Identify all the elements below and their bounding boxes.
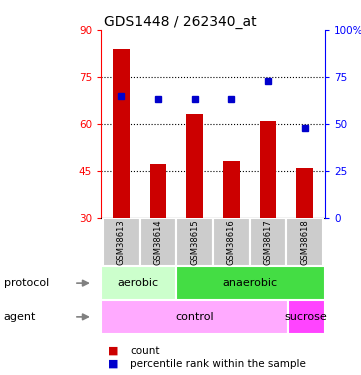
Text: GSM38613: GSM38613 <box>117 219 126 265</box>
Text: ■: ■ <box>108 359 119 369</box>
Text: GDS1448 / 262340_at: GDS1448 / 262340_at <box>104 15 257 29</box>
Bar <box>250 217 286 266</box>
Text: ■: ■ <box>108 346 119 355</box>
Bar <box>140 217 176 266</box>
Bar <box>150 164 166 218</box>
Text: protocol: protocol <box>4 278 49 288</box>
Bar <box>103 217 140 266</box>
Bar <box>296 168 313 217</box>
Bar <box>213 217 250 266</box>
Text: GSM38617: GSM38617 <box>264 219 273 265</box>
Text: sucrose: sucrose <box>285 312 328 322</box>
Bar <box>101 266 176 300</box>
Bar <box>288 300 325 334</box>
Text: control: control <box>175 312 214 322</box>
Bar <box>113 49 130 217</box>
Bar <box>260 121 276 218</box>
Text: GSM38615: GSM38615 <box>190 219 199 265</box>
Bar <box>186 114 203 218</box>
Bar <box>176 266 325 300</box>
Text: GSM38614: GSM38614 <box>153 219 162 265</box>
Text: count: count <box>130 346 160 355</box>
Bar <box>286 217 323 266</box>
Text: percentile rank within the sample: percentile rank within the sample <box>130 359 306 369</box>
Text: GSM38618: GSM38618 <box>300 219 309 265</box>
Bar <box>101 300 288 334</box>
Text: aerobic: aerobic <box>118 278 159 288</box>
Text: agent: agent <box>4 312 36 322</box>
Text: anaerobic: anaerobic <box>223 278 278 288</box>
Text: GSM38616: GSM38616 <box>227 219 236 265</box>
Bar <box>176 217 213 266</box>
Bar <box>223 161 240 218</box>
